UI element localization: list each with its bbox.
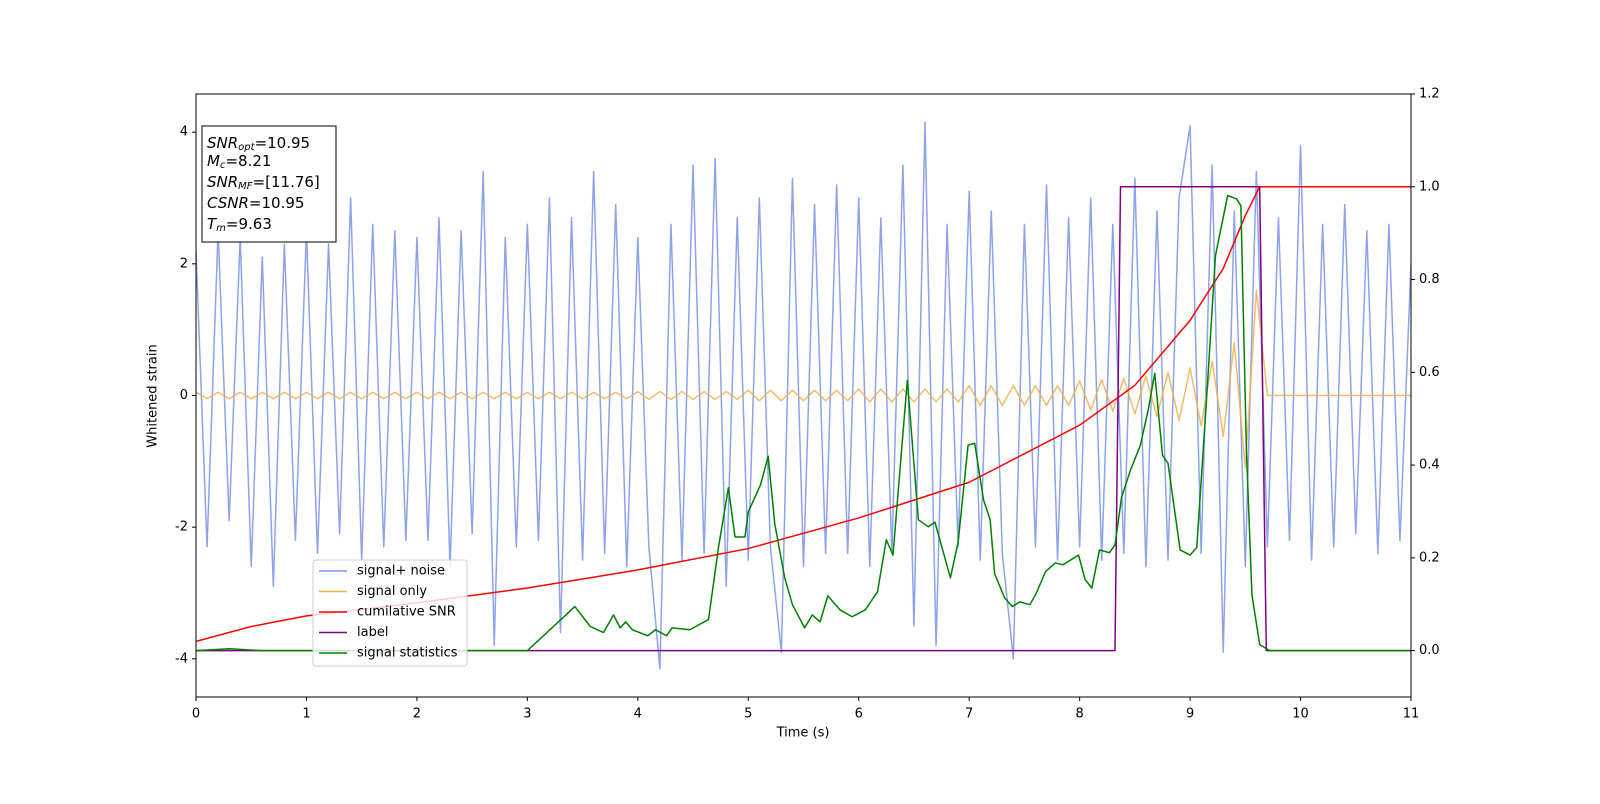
legend-label: signal statistics	[357, 646, 458, 661]
x-tick-label: 8	[1075, 707, 1083, 722]
annotation-var: CSNR	[207, 194, 249, 212]
legend-label: signal+ noise	[357, 564, 445, 579]
x-tick-label: 0	[192, 707, 200, 722]
annotation-box: SNRopt=10.95Mc=8.21SNRMF=[11.76]CSNR=10.…	[201, 125, 337, 243]
annotation-value: =10.95	[255, 134, 311, 152]
annotation-sub: c	[220, 160, 226, 171]
y-tick-label: -2	[175, 520, 188, 535]
x-tick-label: 5	[744, 707, 752, 722]
y-tick-label: 4	[180, 125, 188, 140]
annotation-value: =8.21	[225, 152, 271, 170]
annotation-value: =9.63	[226, 215, 272, 233]
series-line	[196, 289, 1411, 469]
y2-tick-label: 1.0	[1419, 179, 1440, 194]
x-tick-label: 7	[965, 707, 973, 722]
x-tick-label: 9	[1186, 707, 1194, 722]
y-axis-label: Whitened strain	[146, 344, 161, 447]
annotation-value: =[11.76]	[253, 173, 320, 191]
series-line	[196, 121, 1411, 670]
annotation-sub: m	[216, 223, 226, 234]
legend-label: cumilative SNR	[357, 605, 456, 620]
y2-tick-label: 0.2	[1419, 550, 1440, 565]
x-tick-label: 3	[523, 707, 531, 722]
x-tick-label: 2	[413, 707, 421, 722]
legend-frame	[312, 559, 468, 667]
legend: signal+ noise signal only cumilative SNR la…	[312, 559, 468, 667]
annotation-var: SNR	[207, 173, 238, 191]
legend-label: signal only	[357, 584, 427, 599]
series-line	[196, 194, 1411, 652]
y2-tick-label: 0.4	[1419, 458, 1440, 473]
annotation-var: M	[207, 152, 220, 170]
y2-tick-label: 0.6	[1419, 365, 1440, 380]
annotation-sub: opt	[238, 142, 255, 153]
y-tick-label: -4	[175, 651, 188, 666]
x-tick-label: 11	[1403, 707, 1420, 722]
y2-tick-label: 0.8	[1419, 272, 1440, 287]
annotation-var: SNR	[207, 134, 238, 152]
annotation-var: T	[207, 215, 218, 233]
annotation-text: SNRopt=10.95	[207, 134, 310, 154]
y2-tick-label: 1.2	[1419, 87, 1440, 102]
annotation-frame	[201, 125, 337, 243]
annotation-value: =10.95	[249, 194, 305, 212]
legend-label: label	[357, 625, 388, 640]
x-tick-label: 10	[1292, 707, 1309, 722]
annotation-text: Tm=9.63	[207, 215, 272, 235]
annotation-text: CSNR=10.95	[207, 194, 304, 212]
annotation-text: Mc=8.21	[207, 152, 271, 172]
x-tick-label: 4	[634, 707, 642, 722]
annotation-sub: MF	[238, 181, 253, 192]
y2-tick-label: 0.0	[1419, 643, 1440, 658]
x-axis-label: Time (s)	[776, 726, 830, 741]
y-tick-label: 0	[180, 388, 188, 403]
annotation-text: SNRMF=[11.76]	[207, 173, 320, 193]
y-tick-label: 2	[180, 256, 188, 271]
x-tick-label: 1	[302, 707, 310, 722]
x-tick-label: 6	[855, 707, 863, 722]
